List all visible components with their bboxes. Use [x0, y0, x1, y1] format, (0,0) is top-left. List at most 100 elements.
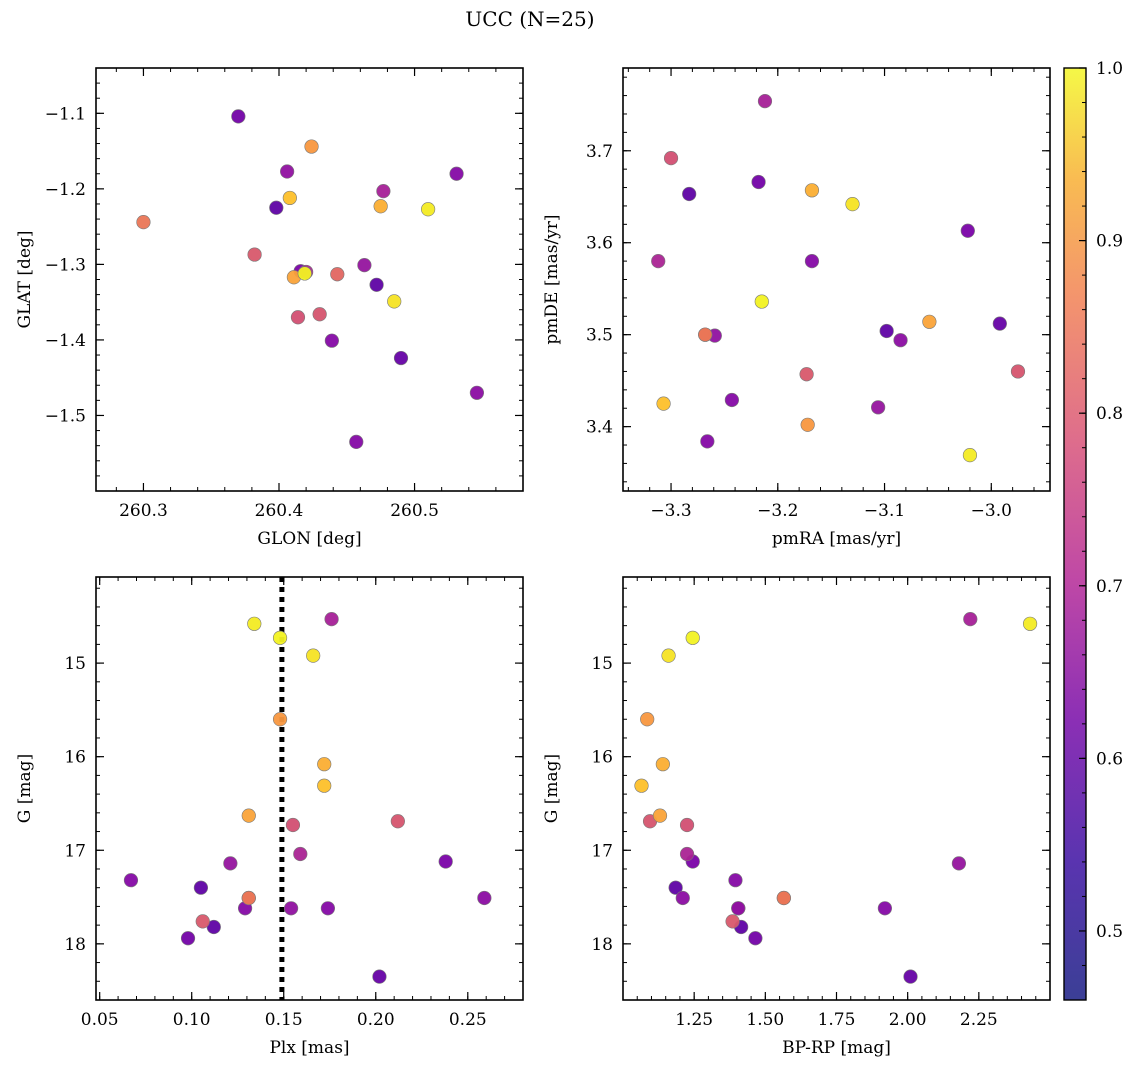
panel-plx-point — [123, 873, 139, 888]
panel-sky-point — [297, 266, 312, 281]
panel-pm-point — [751, 174, 766, 190]
colorbar-tick-label: 0.8 — [1096, 404, 1123, 424]
panel-cmd-point — [685, 630, 700, 645]
panel-pm-point — [992, 316, 1007, 331]
panel-sky-point — [136, 214, 151, 230]
panel-pm-point — [1010, 364, 1026, 379]
panel-sky-xlabel: GLON [deg] — [257, 529, 361, 549]
panel-pm: −3.3 −3.2 −3.1 −3.0 3.4 3.5 3.6 3.7 pmRA [mas/yr… — [542, 67, 1051, 549]
panel-plx-frame — [95, 576, 524, 1001]
panel-sky-point — [373, 199, 388, 214]
panel-plx: 0.05 0.10 0.15 0.20 0.25 15 16 17 18 Plx [mas] G [… — [15, 576, 524, 1058]
panel-pm-point — [893, 333, 908, 348]
panel-plx-point — [390, 814, 405, 829]
panel-pm-point — [960, 223, 975, 238]
panel-plx-point — [195, 914, 210, 929]
panel-sky-point — [247, 247, 262, 262]
panel-pm-point — [656, 396, 671, 411]
x-tick-label: 0.05 — [81, 1010, 119, 1030]
panel-pm-point — [871, 400, 886, 415]
panel-cmd-point — [1022, 616, 1038, 631]
panel-cmd-point — [903, 969, 918, 984]
panel-plx-point — [223, 856, 238, 871]
y-tick-label: 17 — [64, 841, 86, 861]
x-tick-label: 2.00 — [889, 1010, 927, 1030]
panel-sky-point — [282, 190, 297, 206]
panel-cmd-point — [675, 890, 690, 906]
panel-cmd-xlabel: BP-RP [mag] — [782, 1038, 891, 1058]
y-tick-label: 16 — [64, 748, 86, 768]
panel-cmd-point — [731, 901, 746, 916]
colorbar-tick-label: 1.0 — [1096, 59, 1123, 79]
x-tick-label: 0.10 — [173, 1010, 211, 1030]
panel-cmd-point — [679, 846, 695, 862]
x-tick-label: −3.2 — [757, 501, 798, 521]
panel-sky-point — [449, 166, 464, 181]
panel-cmd-point — [668, 880, 683, 895]
panel-cmd-point — [748, 931, 763, 946]
panel-sky-point — [304, 139, 319, 154]
y-tick-label: 3.6 — [586, 234, 613, 254]
panel-pm-point — [922, 314, 937, 329]
panel-sky-point — [387, 294, 402, 309]
panel-cmd-ylabel: G [mag] — [542, 754, 562, 823]
x-tick-label: 260.3 — [119, 501, 168, 521]
panel-pm-point — [754, 294, 769, 309]
panel-pm-frame — [622, 67, 1051, 492]
panel-plx-ylabel: G [mag] — [15, 754, 35, 823]
panel-plx-point — [241, 890, 256, 906]
panel-sky-point — [393, 350, 409, 366]
panel-plx-xlabel: Plx [mas] — [269, 1038, 349, 1058]
panel-sky-point — [357, 258, 372, 273]
panel-sky-point — [421, 202, 436, 217]
x-tick-label: 1.25 — [675, 1010, 713, 1030]
panel-pm-point — [804, 183, 820, 198]
panel-pm-point — [879, 323, 894, 339]
y-tick-label: 15 — [591, 654, 613, 674]
y-tick-label: −1.4 — [45, 331, 86, 351]
panel-sky-point — [324, 333, 339, 348]
panel-plx-point — [477, 890, 492, 906]
panel-sky-point — [469, 385, 485, 400]
figure-title: UCC (N=25) — [465, 7, 594, 31]
panel-pm-point — [682, 186, 697, 202]
panel-pm-point — [698, 327, 713, 342]
panel-cmd: 1.25 1.50 1.75 2.00 2.25 15 16 17 18 BP-RP [mag] G… — [542, 576, 1051, 1058]
colorbar-tick-label: 0.7 — [1096, 577, 1123, 597]
panel-sky-point — [290, 310, 306, 325]
panel-cmd-point — [877, 901, 892, 916]
panel-plx-point — [241, 808, 256, 823]
x-tick-label: 2.25 — [960, 1010, 998, 1030]
x-tick-label: 0.20 — [357, 1010, 395, 1030]
panel-plx-point — [438, 854, 453, 869]
colorbar-tick-label: 0.6 — [1096, 749, 1123, 769]
panel-pm-point — [663, 151, 679, 166]
x-tick-label: 260.4 — [255, 501, 304, 521]
panel-sky-point — [330, 267, 345, 282]
panel-plx-point — [180, 931, 196, 946]
panel-plx-point — [247, 616, 262, 631]
panel-pm-point — [724, 392, 739, 408]
panel-plx-point — [293, 846, 308, 862]
panel-sky-point — [269, 200, 284, 215]
panel-cmd-point — [725, 914, 740, 929]
colorbar-gradient — [1063, 67, 1087, 1001]
panel-pm-point — [800, 417, 815, 432]
y-tick-label: −1.3 — [45, 255, 86, 275]
panel-plx-point — [272, 712, 288, 727]
panel-cmd-point — [652, 808, 668, 823]
colorbar-tick-label: 0.5 — [1096, 922, 1123, 942]
panel-cmd-point — [679, 817, 695, 833]
panel-cmd-point — [655, 757, 670, 772]
y-tick-label: 3.4 — [586, 418, 613, 438]
x-tick-label: −3.3 — [650, 501, 691, 521]
panel-sky-point — [231, 109, 246, 124]
x-tick-label: −3.1 — [864, 501, 905, 521]
panel-sky-point — [312, 307, 327, 322]
panel-pm-point — [962, 448, 978, 463]
panel-plx-point — [372, 969, 387, 984]
x-tick-label: −3.0 — [971, 501, 1012, 521]
panel-pm-xlabel: pmRA [mas/yr] — [772, 529, 901, 549]
y-tick-label: 15 — [64, 654, 86, 674]
panel-plx-point — [306, 648, 321, 663]
